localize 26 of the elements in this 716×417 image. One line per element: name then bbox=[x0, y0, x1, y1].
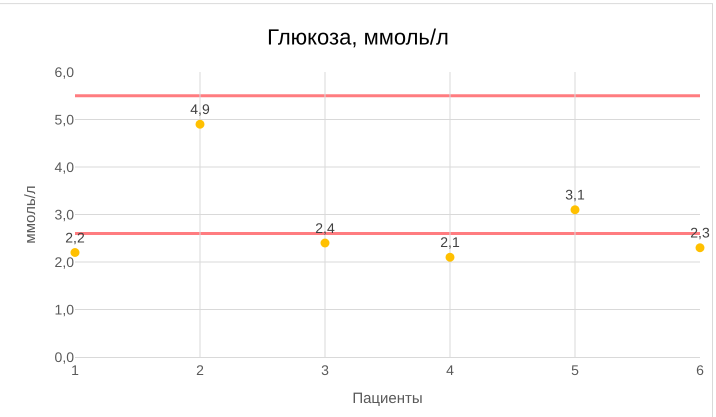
x-tick-label: 3 bbox=[321, 362, 330, 378]
x-axis-title: Пациенты bbox=[352, 390, 423, 407]
chart-title: Глюкоза, ммоль/л bbox=[267, 24, 449, 50]
y-tick-label: 4,0 bbox=[54, 158, 74, 175]
data-label: 2,1 bbox=[440, 234, 460, 250]
y-tick-label: 5,0 bbox=[54, 111, 74, 128]
point bbox=[70, 248, 80, 257]
x-tick-label: 6 bbox=[696, 362, 704, 378]
y-tick-label: 2,0 bbox=[54, 254, 74, 270]
point bbox=[196, 120, 204, 129]
x-tick-label: 4 bbox=[446, 362, 454, 378]
data-label: 4,9 bbox=[190, 101, 210, 118]
data-label: 2,2 bbox=[65, 229, 85, 246]
x-tick-label: 2 bbox=[196, 362, 204, 378]
point bbox=[570, 205, 580, 214]
data-label: 2,4 bbox=[315, 220, 335, 236]
x-tick-label: 5 bbox=[571, 362, 580, 378]
y-tick-label: 6,0 bbox=[54, 64, 74, 80]
point bbox=[696, 243, 704, 252]
point bbox=[446, 252, 454, 262]
y-tick-label: 3,0 bbox=[54, 206, 74, 222]
y-axis-title: ммоль/л bbox=[22, 185, 39, 244]
data-label: 3,1 bbox=[565, 186, 585, 203]
y-tick-label: 1,0 bbox=[54, 301, 74, 318]
point bbox=[320, 238, 330, 248]
data-label: 2,3 bbox=[690, 224, 710, 241]
